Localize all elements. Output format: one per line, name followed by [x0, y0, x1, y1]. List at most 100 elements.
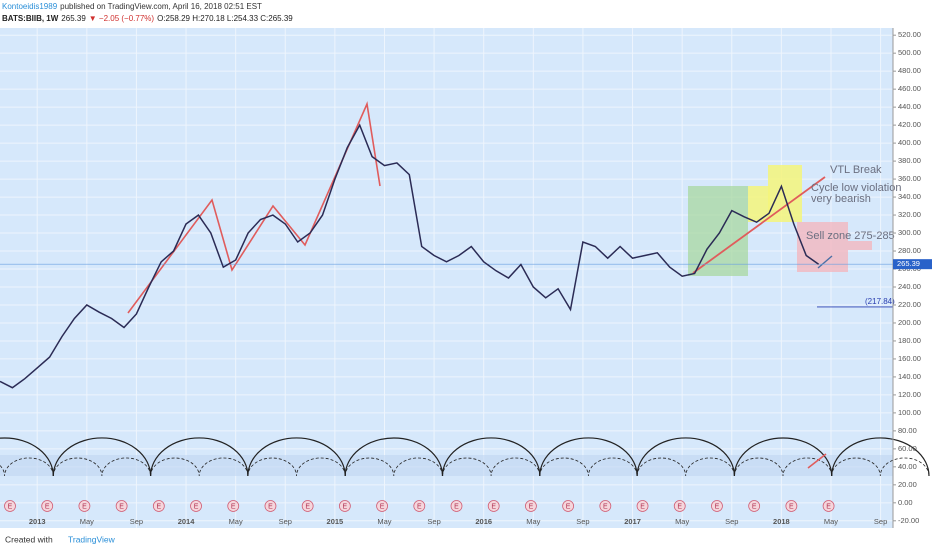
earnings-marker [599, 500, 612, 512]
annotation: Cycle low violation [811, 182, 901, 194]
y-tick-label: 100.00 [898, 408, 921, 417]
earnings-marker [450, 500, 463, 512]
earnings-marker [152, 500, 165, 512]
cycle-arc [733, 437, 833, 477]
earnings-label: E [343, 503, 348, 510]
earnings-marker [227, 500, 240, 512]
y-tick-label: 380.00 [898, 156, 921, 165]
cycle-arc-half [734, 457, 833, 477]
y-tick-label: 520.00 [898, 30, 921, 39]
earnings-label: E [715, 503, 720, 510]
footer: Created with [5, 534, 53, 544]
x-tick-label: 2015 [327, 517, 344, 526]
earnings-label: E [268, 503, 273, 510]
zigzag [127, 101, 381, 314]
cycle-line [807, 453, 827, 469]
plot-background [0, 28, 893, 528]
cycle-arc [247, 437, 346, 477]
earnings-marker [190, 500, 202, 512]
cycle-band [0, 455, 893, 476]
price-line-series [0, 123, 820, 389]
cycle-arc-half [831, 457, 930, 477]
cycle-arc-half [0, 457, 54, 477]
earnings-label: E [529, 503, 534, 510]
cycle-arc [636, 437, 735, 477]
x-tick-label: Sep [576, 517, 589, 526]
trend-line [692, 176, 826, 274]
cycle-arc [0, 437, 54, 477]
earnings-marker [562, 500, 575, 512]
x-tick-label: Sep [874, 517, 887, 526]
cycle-arc-half [442, 457, 541, 477]
y-tick-label: 120.00 [898, 390, 921, 399]
y-tick-label: 60.00 [898, 444, 917, 453]
header: Kontoeidis1989 published on TradingView.c… [2, 2, 262, 11]
earnings-marker [41, 500, 54, 512]
earnings-label: E [119, 503, 124, 510]
yellow-zone [768, 165, 802, 222]
earnings-marker [748, 500, 761, 512]
y-tick-label: 140.00 [898, 372, 921, 381]
x-tick-label: May [824, 517, 838, 526]
y-tick-label: 280.00 [898, 246, 921, 255]
earnings-marker [822, 500, 835, 512]
earnings-marker [376, 500, 388, 512]
y-tick-label: 20.00 [898, 480, 917, 489]
x-tick-label: May [675, 517, 689, 526]
earnings-label: E [752, 503, 757, 510]
x-tick-label: Sep [725, 517, 738, 526]
earnings-marker [301, 500, 314, 512]
earnings-label: E [380, 503, 385, 510]
earnings-label: E [194, 503, 199, 510]
y-tick-label: 460.00 [898, 84, 921, 93]
earnings-marker [264, 500, 277, 512]
earnings-label: E [789, 503, 794, 510]
y-tick-label: 220.00 [898, 300, 921, 309]
cycle-arc-half [344, 457, 443, 477]
x-tick-label: May [377, 517, 391, 526]
earnings-marker [413, 500, 426, 512]
y-tick-label: 180.00 [898, 336, 921, 345]
price-tag-label: 265.39 [897, 259, 920, 268]
earnings-marker [673, 500, 686, 512]
cycle-arc [539, 437, 638, 477]
cycle-arc [441, 437, 541, 477]
x-tick-label: May [80, 517, 94, 526]
annotation: very bearish [811, 193, 871, 205]
earnings-label: E [454, 503, 459, 510]
earnings-label: E [677, 503, 682, 510]
sell-zone [848, 241, 872, 250]
y-tick-label: 0.00 [898, 498, 913, 507]
published: published on TradingView.com, April 16, … [60, 2, 262, 11]
y-tick-label: 40.00 [898, 462, 917, 471]
earnings-marker [636, 500, 649, 512]
cycle-arc-half [52, 457, 151, 477]
earnings-marker [525, 500, 537, 512]
earnings-label: E [156, 503, 161, 510]
projection [817, 255, 833, 269]
change: ▼ −2.05 (−0.77%) [89, 14, 155, 23]
earnings-label: E [45, 503, 50, 510]
cycle-arc-half [150, 457, 249, 477]
earnings-label: E [603, 503, 608, 510]
x-tick-label: 2018 [773, 517, 790, 526]
x-tick-label: 2014 [178, 517, 196, 526]
earnings-marker [785, 500, 798, 512]
earnings-label: E [417, 503, 422, 510]
last: 265.39 [61, 14, 86, 23]
x-tick-label: May [526, 517, 540, 526]
ohlc: O:258.29 H:270.18 L:254.33 C:265.39 [157, 14, 293, 23]
cycle-arc-half [539, 457, 638, 477]
earnings-marker [78, 500, 91, 512]
earnings-marker [711, 500, 723, 512]
earnings-marker [115, 500, 128, 512]
y-tick-label: 480.00 [898, 66, 921, 75]
earnings-label: E [231, 503, 236, 510]
cycle-arc [150, 437, 249, 477]
annotation: Sell zone 275-285 [806, 230, 895, 242]
y-tick-label: -20.00 [898, 516, 919, 525]
y-tick-label: 160.00 [898, 354, 921, 363]
footer-background [0, 528, 932, 550]
x-tick-label: 2016 [475, 517, 492, 526]
